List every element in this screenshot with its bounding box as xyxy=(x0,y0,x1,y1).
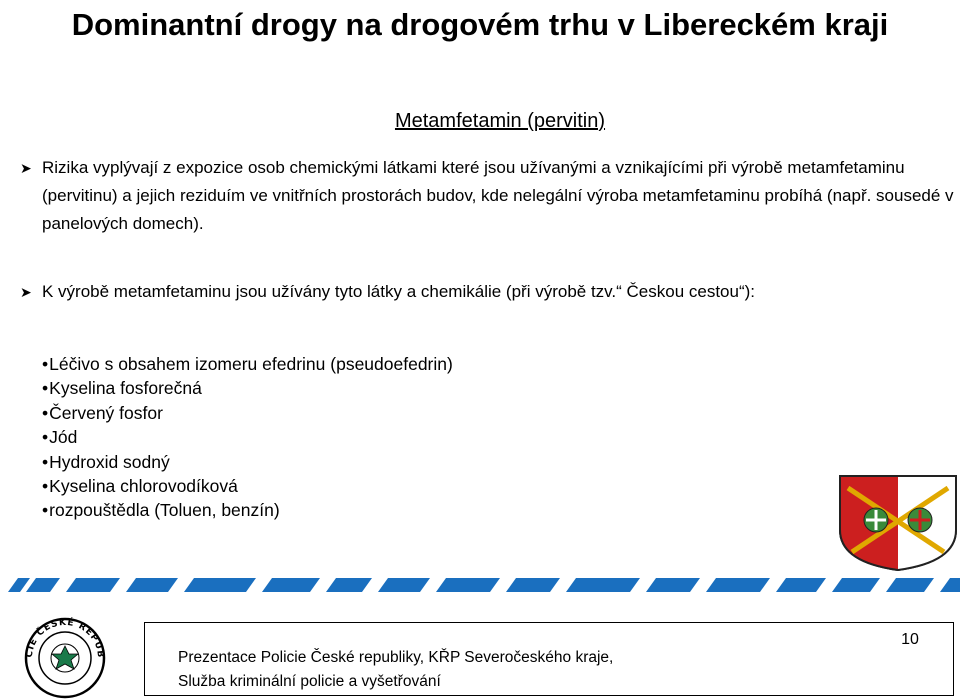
paragraph-substances: ➤ K výrobě metamfetaminu jsou užívány ty… xyxy=(20,278,957,306)
footer-box xyxy=(144,622,954,696)
paragraph-substances-text: K výrobě metamfetaminu jsou užívány tyto… xyxy=(42,282,756,301)
page-title: Dominantní drogy na drogovém trhu v Libe… xyxy=(71,7,889,42)
list-item: Léčivo s obsahem izomeru efedrinu (pseud… xyxy=(42,352,453,376)
crest-icon xyxy=(839,475,957,572)
footer-line-1: Prezentace Policie České republiky, KŘP … xyxy=(178,649,614,666)
footer-line-2: Služba kriminální policie a vyšetřování xyxy=(178,673,441,690)
list-item: Kyselina chlorovodíková xyxy=(42,474,453,498)
paragraph-risks: ➤ Rizika vyplývají z expozice osob chemi… xyxy=(20,154,957,238)
list-item: Hydroxid sodný xyxy=(42,450,453,474)
section-subtitle: Metamfetamin (pervitin) xyxy=(394,110,606,132)
police-logo-icon: POLICIE ČESKÉ REPUBLIKY xyxy=(22,617,106,699)
footer-text: Prezentace Policie České republiky, KŘP … xyxy=(178,646,613,694)
arrow-bullet-icon: ➤ xyxy=(20,284,32,300)
page-number: 10 xyxy=(901,631,919,648)
arrow-bullet-icon: ➤ xyxy=(20,160,32,176)
stripe-divider xyxy=(8,578,960,592)
list-item: rozpouštědla (Toluen, benzín) xyxy=(42,498,453,522)
list-item: Jód xyxy=(42,425,453,449)
list-item: Kyselina fosforečná xyxy=(42,376,453,400)
list-item: Červený fosfor xyxy=(42,401,453,425)
chemicals-list: Léčivo s obsahem izomeru efedrinu (pseud… xyxy=(42,352,453,523)
paragraph-risks-text: Rizika vyplývají z expozice osob chemick… xyxy=(42,158,954,233)
